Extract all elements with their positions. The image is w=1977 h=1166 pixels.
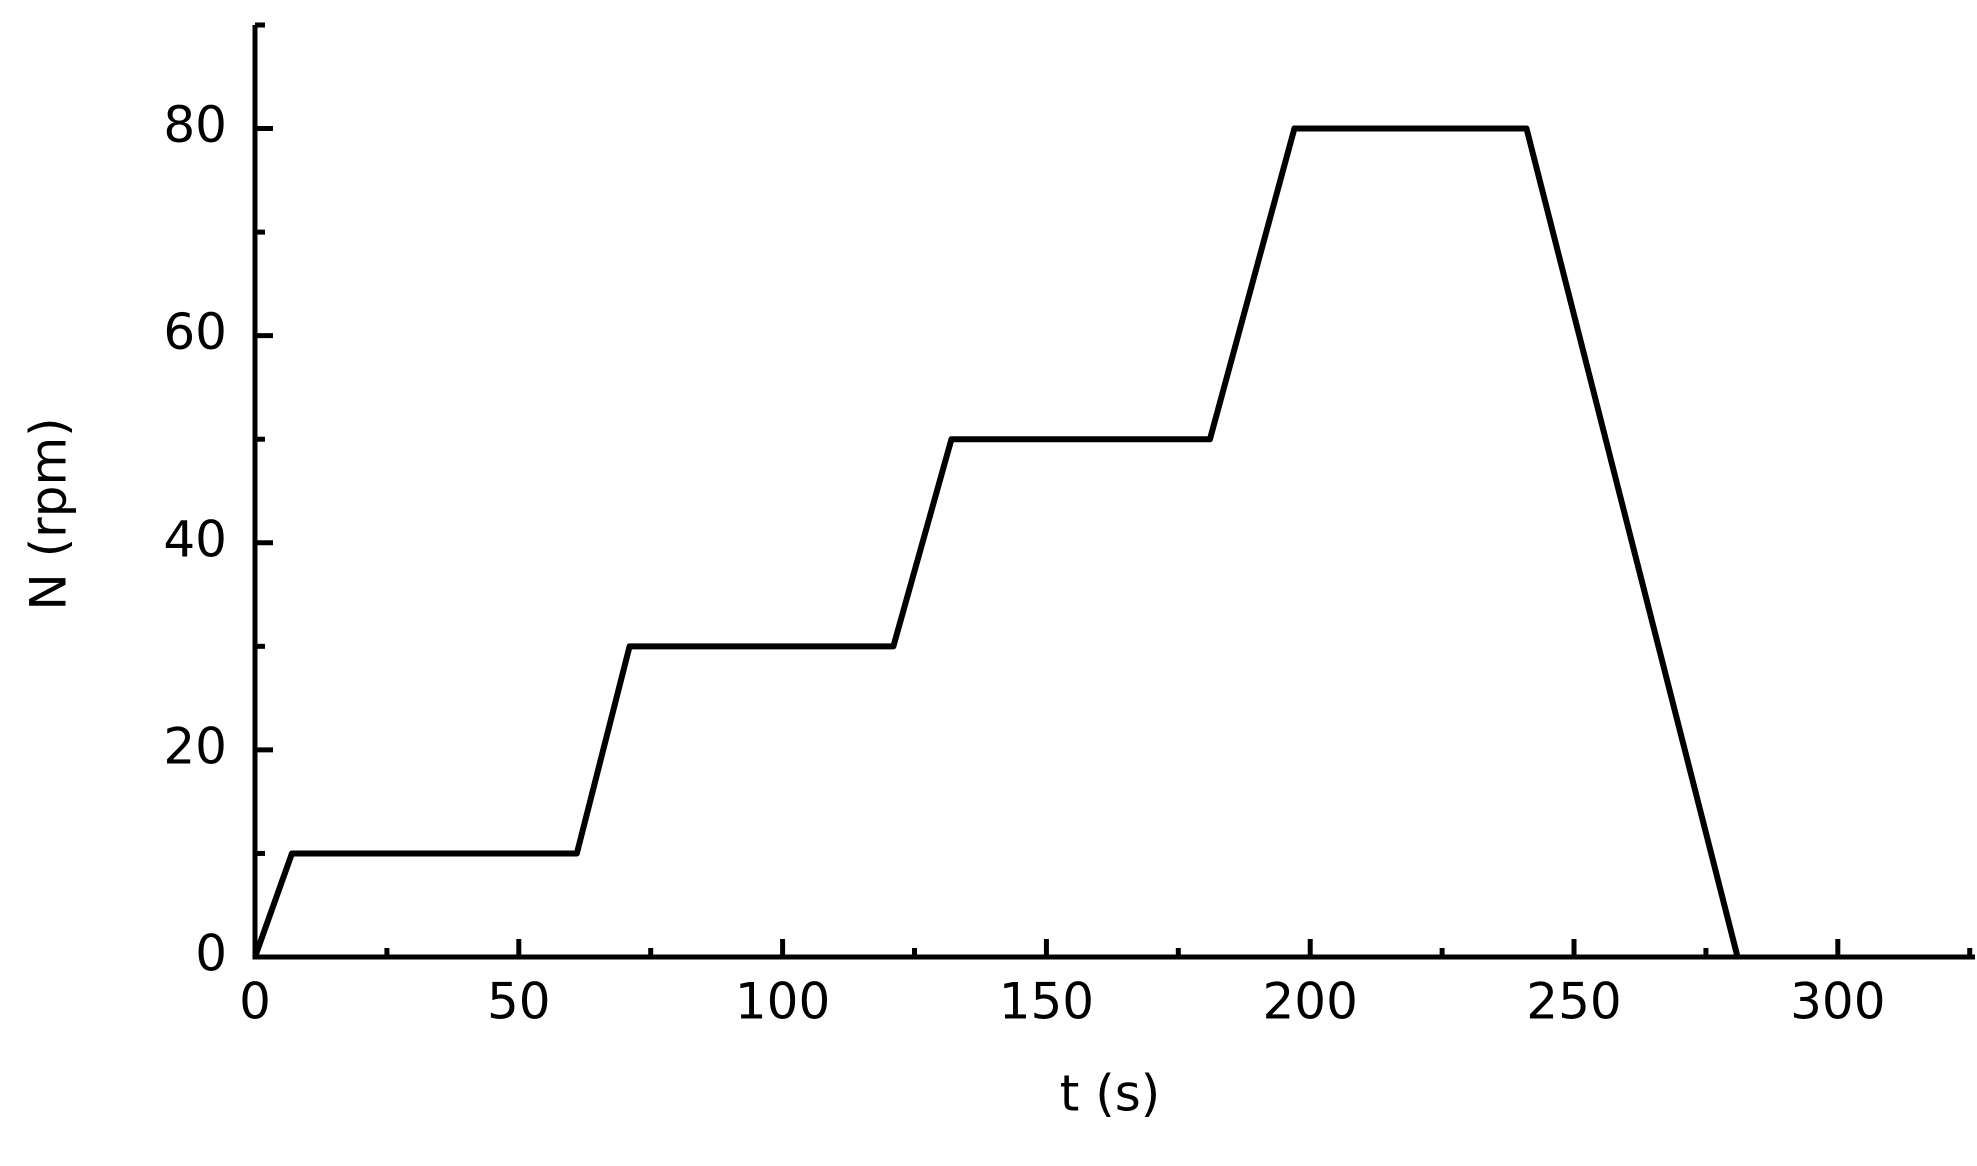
y-axis-label: N (rpm) — [20, 417, 78, 610]
data-line — [252, 125, 1741, 959]
y-tick-label: 40 — [163, 510, 227, 568]
x-tick-label: 200 — [1262, 973, 1357, 1031]
y-tick-label: 80 — [163, 96, 227, 154]
x-axis-label: t (s) — [1060, 1065, 1161, 1123]
x-tick-label: 0 — [239, 973, 271, 1031]
x-tick-label: 250 — [1526, 973, 1621, 1031]
y-tick-label: 0 — [195, 925, 227, 983]
x-tick-label: 100 — [735, 973, 830, 1031]
y-tick-label: 20 — [163, 717, 227, 775]
x-tick-label: 150 — [999, 973, 1094, 1031]
y-tick-label: 60 — [163, 303, 227, 361]
x-tick-label: 50 — [487, 973, 551, 1031]
x-tick-label: 300 — [1790, 973, 1885, 1031]
